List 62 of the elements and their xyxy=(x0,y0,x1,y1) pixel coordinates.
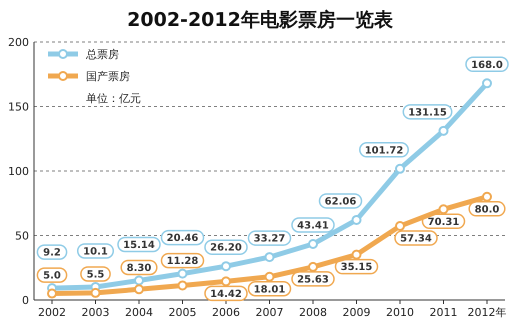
point xyxy=(178,280,188,290)
x-tick-label: 2004 xyxy=(125,306,153,319)
data-label: 5.0 xyxy=(43,270,61,282)
y-tick-label: 200 xyxy=(8,36,29,49)
point xyxy=(264,272,274,282)
point xyxy=(221,261,231,272)
point xyxy=(395,221,405,232)
point xyxy=(438,204,448,214)
data-label: 26.20 xyxy=(210,242,242,254)
data-label: 62.06 xyxy=(324,196,356,208)
data-label: 15.14 xyxy=(123,240,155,251)
y-tick-label: 100 xyxy=(8,165,29,178)
point xyxy=(221,276,231,286)
y-tick-label: 0 xyxy=(22,294,29,307)
data-label: 10.1 xyxy=(83,246,108,258)
x-tick-label: 2002 xyxy=(38,306,66,319)
data-label: 11.28 xyxy=(166,256,198,268)
x-tick-label: 2011 xyxy=(430,306,458,319)
data-label: 43.41 xyxy=(297,220,329,232)
point xyxy=(308,239,318,249)
data-label: 101.72 xyxy=(364,145,404,156)
data-label: 80.0 xyxy=(474,204,500,216)
x-tick-label: 2010 xyxy=(386,306,414,319)
x-tick-label: 2007 xyxy=(256,306,284,319)
chart-title: 2002-2012年电影票房一览表 xyxy=(127,9,394,31)
point xyxy=(134,284,144,294)
data-label: 9.2 xyxy=(43,248,61,259)
point xyxy=(482,78,492,88)
point xyxy=(90,288,100,298)
point xyxy=(395,164,405,174)
legend-label: 国产票房 xyxy=(86,70,130,83)
data-label: 70.31 xyxy=(428,216,460,228)
data-label: 35.15 xyxy=(340,262,372,274)
annotation: 单位：亿元 xyxy=(86,92,141,105)
x-tick-label: 2006 xyxy=(212,306,240,319)
x-tick-label: 2008 xyxy=(299,306,327,319)
y-tick-label: 150 xyxy=(8,100,29,114)
point xyxy=(264,252,274,262)
data-label: 18.01 xyxy=(254,284,286,296)
x-tick-label: 2005 xyxy=(168,306,196,319)
x-tick-label: 2003 xyxy=(82,306,110,319)
legend-label: 总票房 xyxy=(85,48,119,61)
data-label: 33.27 xyxy=(254,234,286,245)
point xyxy=(352,214,362,225)
point xyxy=(308,262,318,272)
point xyxy=(134,275,144,286)
data-label: 168.0 xyxy=(471,60,503,71)
data-label: 20.46 xyxy=(166,233,198,244)
x-tick-label: 2012年 xyxy=(468,306,506,319)
point xyxy=(47,288,57,299)
data-label: 14.42 xyxy=(210,288,242,300)
point xyxy=(178,268,188,279)
y-tick-label: 50 xyxy=(15,230,29,242)
point xyxy=(352,250,362,260)
x-tick-label: 2009 xyxy=(342,306,370,319)
point xyxy=(482,192,492,202)
data-label: 57.34 xyxy=(400,234,432,245)
data-label: 25.63 xyxy=(297,274,329,286)
data-label: 8.30 xyxy=(126,262,152,274)
point xyxy=(438,126,448,136)
data-label: 5.5 xyxy=(86,269,104,280)
data-label: 131.15 xyxy=(408,107,447,118)
